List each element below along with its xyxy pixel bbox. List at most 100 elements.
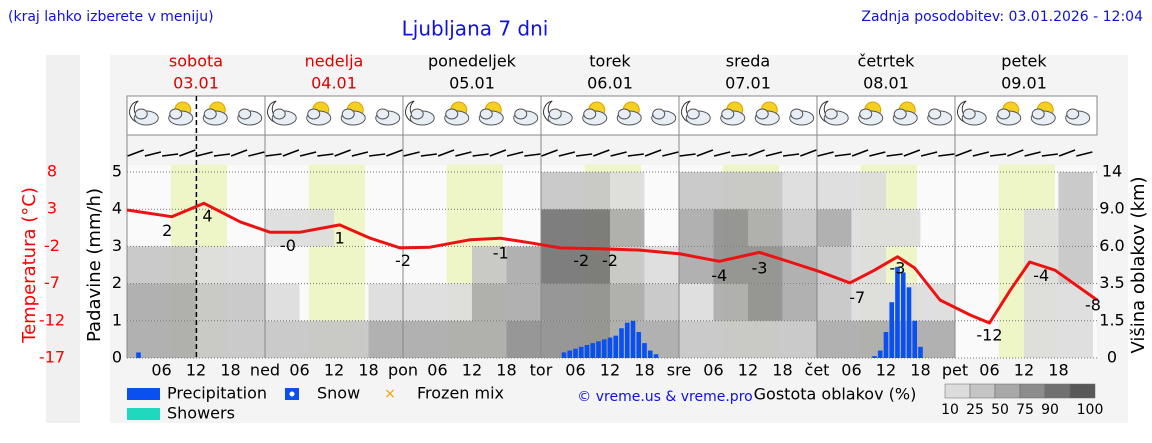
y-tick-label: 0: [112, 348, 122, 367]
y-tick-label: 5: [112, 162, 122, 181]
day-date: 04.01: [311, 74, 357, 93]
wind-barb: [230, 149, 248, 157]
y-tick-label: 1: [112, 310, 122, 329]
temp-tick-label: -12: [39, 310, 65, 329]
y2-tick-label: 1.5: [1099, 310, 1124, 329]
cloud-icon: [652, 108, 666, 120]
precip-bar: [912, 320, 918, 358]
wind-barb: [593, 149, 610, 157]
cloud-icon: [479, 108, 493, 120]
cloud-icon: [790, 108, 804, 120]
wind-barb: [265, 153, 282, 157]
temp-tick-label: 8: [47, 162, 57, 181]
x-tick-label: pon: [388, 361, 418, 380]
cloud-cell: [782, 172, 817, 210]
wind-barb: [920, 151, 938, 157]
cloud-cell: [540, 209, 576, 247]
day-name: nedelja: [305, 52, 364, 71]
cloud-cell: [816, 209, 852, 247]
day-date: 03.01: [173, 74, 219, 93]
cloud-legend-label: 25: [966, 402, 984, 418]
day-name: petek: [1001, 52, 1047, 71]
cloud-icon: [203, 108, 217, 120]
cloud-cell: [678, 283, 714, 321]
note: (kraj lahko izberete v meniju): [8, 9, 214, 25]
cloud-icon: [410, 108, 424, 120]
wind-barb: [610, 151, 627, 157]
wind-barb: [731, 153, 748, 157]
wind-barb: [851, 149, 869, 157]
cloud-legend-swatch: [944, 383, 971, 399]
x-tick-label: 12: [738, 361, 758, 380]
cloud-cell: [816, 320, 852, 358]
precip-bar: [624, 322, 630, 358]
cloud-cell: [851, 172, 886, 210]
cloud-legend-label: 90: [1041, 402, 1059, 418]
wind-barb: [1076, 151, 1093, 157]
wind-barb: [886, 153, 903, 157]
snow-star: [289, 391, 295, 397]
wind-barb: [386, 149, 403, 157]
cloud-cell: [161, 320, 196, 358]
day-date: 08.01: [863, 74, 909, 93]
temp-label: 2: [162, 221, 172, 240]
cloud-cell: [1058, 283, 1093, 321]
wind-barb: [127, 149, 144, 157]
cloud-cell: [575, 246, 610, 284]
cloud-icon: [928, 108, 942, 120]
x-tick-label: 12: [600, 361, 620, 380]
x-tick-label: 06: [151, 361, 171, 380]
legend-symbol: ×: [384, 386, 396, 402]
temp-label: -7: [849, 288, 865, 307]
precip-bar: [613, 335, 619, 358]
x-tick-label: 06: [565, 361, 585, 380]
x-tick-label: 12: [186, 361, 206, 380]
cloud-icon: [376, 108, 390, 120]
cloud-cell: [851, 209, 886, 247]
cloud-legend-label: 50: [991, 402, 1009, 418]
y-tick-label: 3: [112, 236, 122, 255]
wind-barb: [248, 151, 265, 157]
legend-swatch: [127, 408, 160, 420]
cloud-cell: [575, 283, 610, 321]
wind-barb: [662, 151, 679, 157]
cloud-cell: [678, 209, 714, 247]
precip-bar: [584, 344, 590, 358]
wind-barb: [213, 153, 230, 157]
cloud-cell: [506, 320, 541, 358]
cloud-cell: [1023, 283, 1059, 321]
wind-barb: [696, 149, 714, 157]
cloud-cell: [713, 320, 748, 358]
x-tick-label: 18: [634, 361, 654, 380]
wind-barb: [282, 149, 300, 157]
y2-tick-label: 9.0: [1099, 199, 1124, 218]
cloud-legend-title: Gostota oblakov (%): [754, 385, 917, 404]
cloud-cell: [471, 320, 507, 358]
cloud-cell: [127, 246, 162, 284]
wind-barb: [369, 153, 386, 157]
cloud-cell: [713, 283, 748, 321]
x-tick-label: 18: [1048, 361, 1068, 380]
cloud-cell: [437, 283, 472, 321]
wind-barb: [317, 153, 334, 157]
temp-label: -3: [890, 258, 906, 277]
cloud-cell: [540, 246, 576, 284]
cloud-cell: [609, 246, 645, 284]
cloud-cell: [782, 320, 817, 358]
cloud-cell: [644, 283, 679, 321]
cloud-cell: [264, 283, 300, 321]
temp-label: -3: [752, 258, 768, 277]
cloud-cell: [1023, 320, 1059, 358]
cloud-icon: [341, 108, 355, 120]
cloud-cell: [816, 172, 852, 210]
precip-bar: [619, 328, 624, 358]
precip-bar: [642, 343, 647, 358]
cloud-cell: [368, 320, 403, 358]
x-tick-label: čet: [805, 361, 830, 380]
wind-barb: [420, 153, 437, 157]
wind-barb: [524, 153, 541, 157]
cloud-cell: [471, 283, 507, 321]
wind-barb: [437, 149, 455, 157]
